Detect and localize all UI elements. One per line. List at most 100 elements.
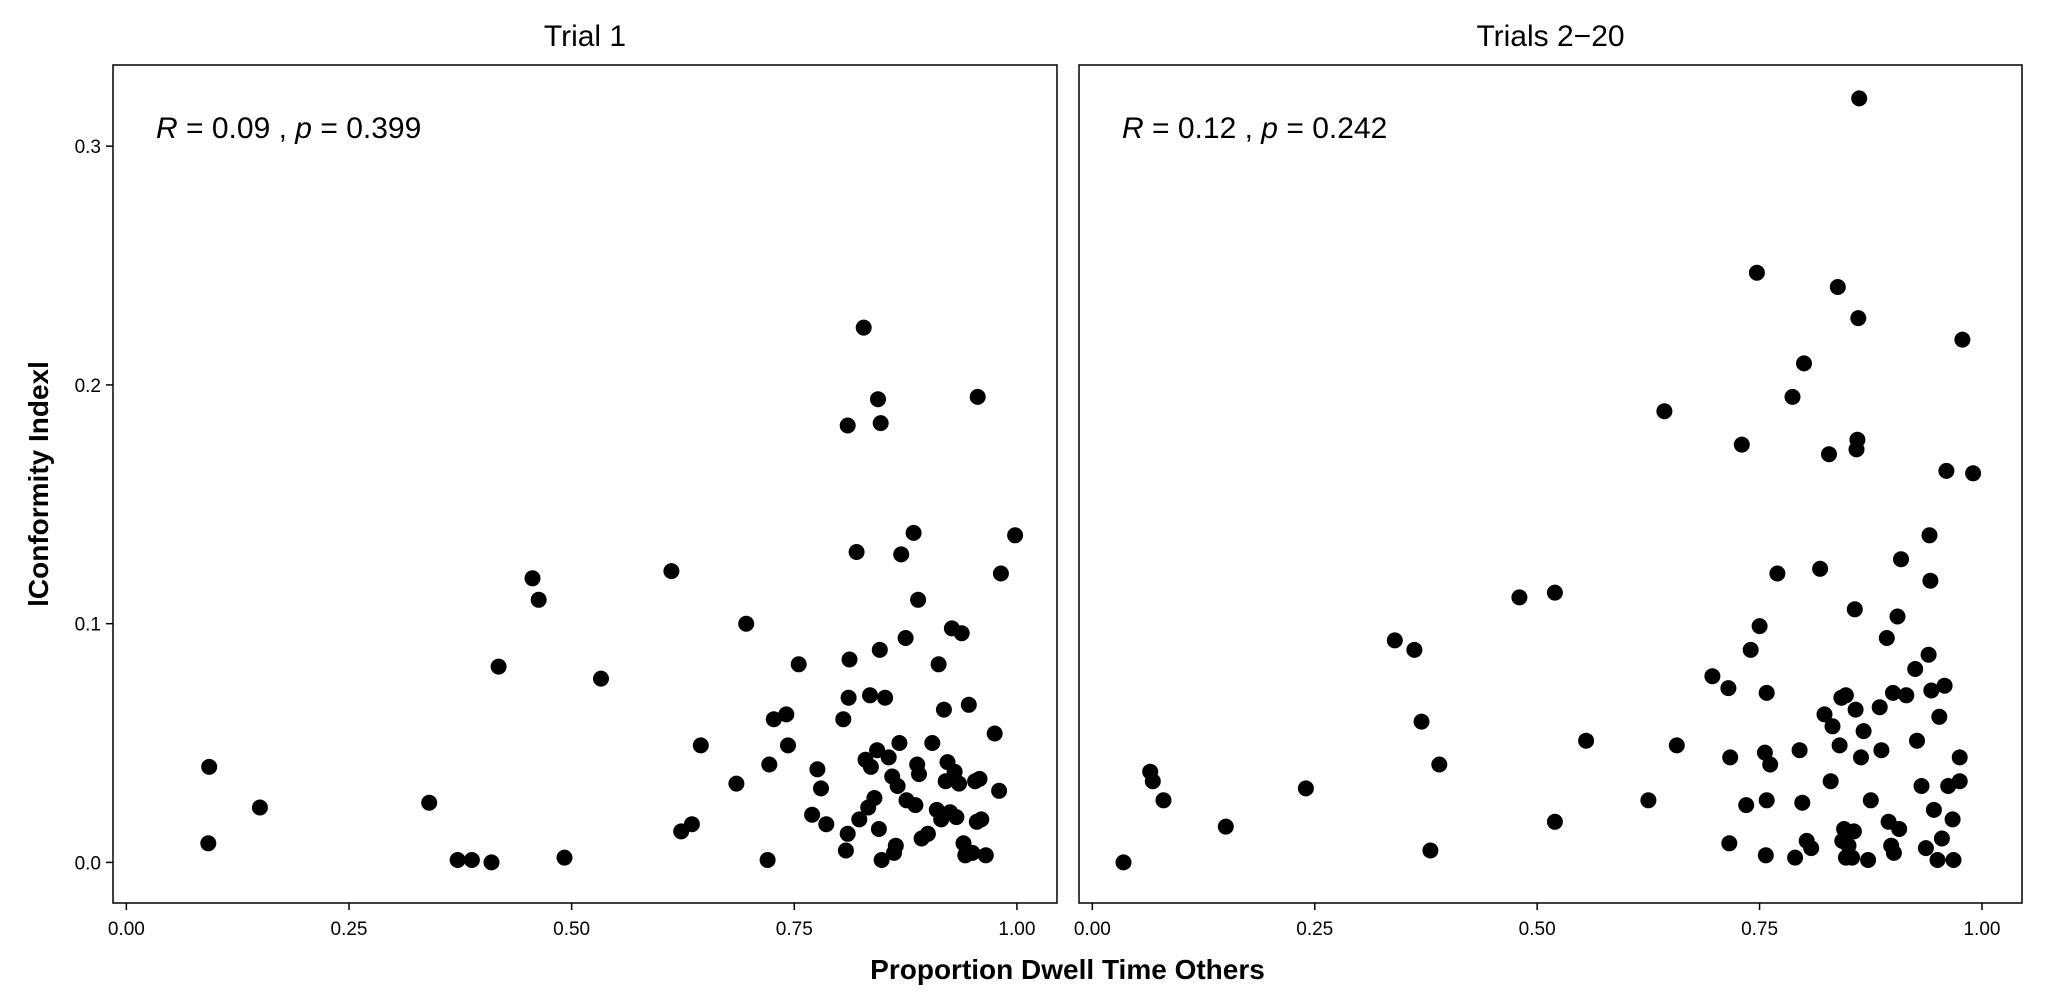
panel-2-point [1431,756,1448,773]
panel-2-point [1751,618,1768,635]
panel-1-point [992,565,1009,582]
panel-2-point [1907,661,1924,677]
panel-1-point [839,825,856,842]
panel-1-point [862,758,879,775]
panel-2-point [1822,773,1839,790]
panel-1-point [765,711,782,728]
panel-1-stat-p-symbol: p [294,112,312,145]
panel-1-x-tick-label: 0.25 [331,919,368,940]
panel-1-point [790,656,807,673]
panel-2-point [1413,713,1430,730]
panel-1-stat-r-value: 0.09 [212,112,270,145]
panel-1-point [761,756,778,773]
panel-2-point [1640,792,1657,809]
panel-1-point [530,591,547,608]
panel-2-point [1929,852,1946,868]
panel-2-stat-text: = [1144,112,1178,145]
panel-2-point [1762,756,1779,773]
panel-2-point [1922,572,1939,589]
panel-2-point [1945,852,1962,868]
panel-2-point [1784,388,1801,405]
panel-2-point [1803,840,1820,857]
panel-1-point [887,837,904,854]
panel-2-point [1742,641,1759,658]
panel-1-point [728,775,745,792]
panel-1-point [738,615,755,632]
panel-1-stat-sep: , [279,112,287,145]
panel-2-point [1546,584,1563,601]
panel-1-point [969,388,986,405]
y-tick-label: 0.3 [75,137,101,158]
panel-1-point [891,735,908,751]
panel-2-point [1386,632,1403,649]
panel-1-point [973,811,990,828]
panel-2-x-tick-label: 0.75 [1741,919,1778,940]
panel-2-point [1406,641,1423,658]
panel-2-point [1944,811,1961,828]
panel-2-point [1851,90,1868,107]
panel-2-point [1849,431,1866,448]
panel-2-stat-r-value: 0.12 [1178,112,1236,145]
panel-2-frame [1078,64,2023,904]
panel-1-point [556,849,573,866]
panel-1-point [866,790,883,806]
panel-1-point [524,570,541,587]
panel-2-point [1738,797,1755,814]
panel-2-point [1824,718,1841,735]
panel-1-point [930,656,947,673]
panel-2-point [1115,854,1132,871]
panel-2-point [1891,821,1908,837]
panel-1-point [839,417,856,434]
panel-2-point [1845,823,1862,840]
panel-2-point [1812,560,1829,577]
panel-2-point [1951,749,1968,766]
panel-1-point [951,775,967,792]
panel-1-point [911,766,927,783]
panel-2-point [1816,706,1833,723]
panel-2-point [1422,842,1439,859]
panel-2-stat-r-symbol: R [1122,112,1144,145]
panel-2-point [1720,680,1737,697]
panel-2-point [1546,813,1563,830]
panel-1-stat-text: = [312,112,346,145]
panel-1-point [889,778,906,794]
panel-1-point [869,742,886,759]
panel-1-point [953,625,970,642]
panel-2-point [1925,801,1942,818]
panel-2-point [1885,844,1902,861]
panel-2-point [1931,708,1948,725]
panel-1-point [251,799,268,816]
panel-1-point [873,852,890,868]
panel-2-point [1878,630,1895,646]
panel-1-point [855,319,872,336]
panel-1-point [683,816,700,833]
panel-1-point [877,689,894,706]
panel-2-point [1796,355,1812,372]
panel-2-stat-text [1236,112,1244,145]
panel-1-point [919,825,936,842]
panel-2-point [1846,601,1863,618]
panel-1-point [851,811,868,828]
panel-2-point [1965,465,1982,482]
panel-2-point [1923,682,1940,699]
panel-1-point [837,842,854,859]
panel-1-point [948,809,965,826]
panel-2-point [1704,668,1721,685]
panel-2-point [1951,773,1968,790]
panel-1-stat-annotation: R = 0.09 , p = 0.399 [156,112,421,145]
panel-1-point [897,630,914,646]
panel-2-point [1217,818,1234,835]
panel-1-point [200,835,217,852]
panel-2-point [1847,701,1864,718]
panel-1-point [835,711,852,728]
panel-2-point [1938,462,1955,479]
panel-1-point [759,852,776,868]
panel-1-point [804,806,821,823]
y-axis-label: lConformity Indexl [23,361,54,607]
panel-2-x-tick-label: 0.00 [1074,919,1111,940]
panel-1-point [971,770,988,787]
panel-1-point [593,670,609,687]
panel-2-point [1898,687,1915,704]
panel-2-x-tick-label: 1.00 [1963,919,2000,940]
